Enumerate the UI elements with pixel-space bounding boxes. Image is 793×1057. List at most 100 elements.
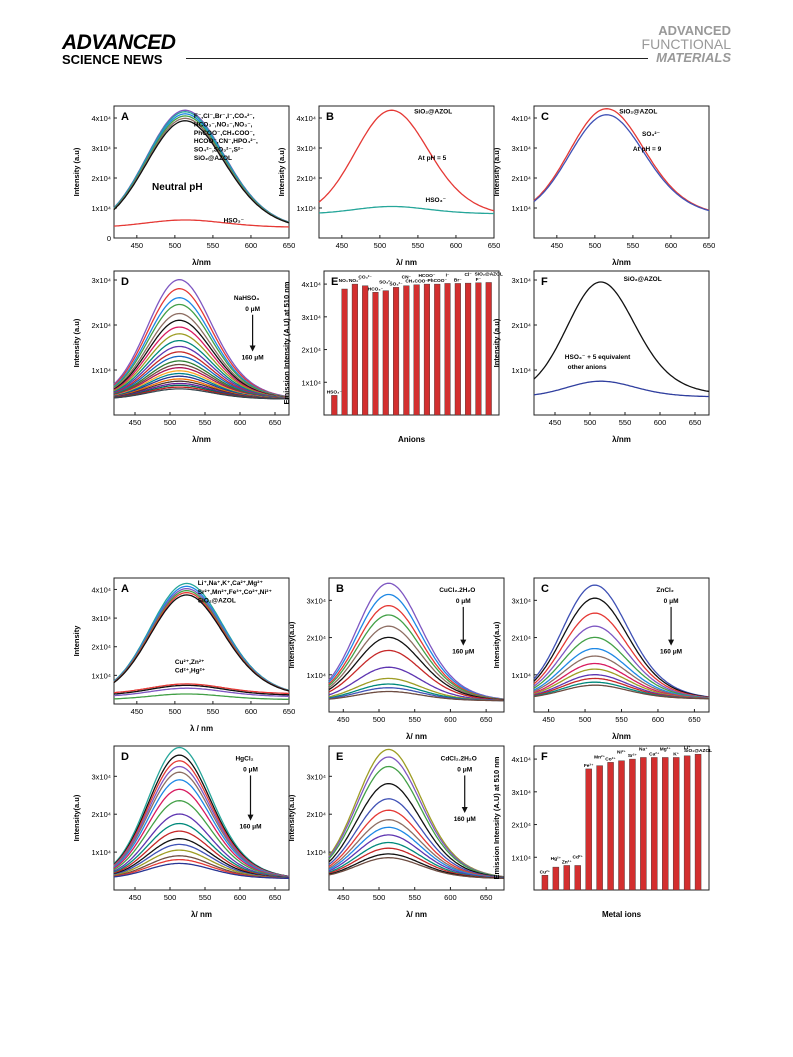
series-line — [533, 636, 710, 699]
y-axis-label: Intensity(a.u) — [72, 794, 81, 841]
bar — [574, 865, 581, 891]
x-tick-label: 550 — [408, 893, 421, 902]
x-tick-label: 600 — [444, 893, 457, 902]
plot-frame — [113, 270, 290, 416]
y-tick-label: 1x10⁴ — [307, 671, 327, 680]
bar-category-label: SO₄²⁻ — [379, 280, 393, 286]
x-tick-label: 450 — [337, 715, 350, 724]
series-line — [328, 593, 504, 700]
x-tick-label: 550 — [412, 241, 425, 250]
bar — [444, 283, 451, 416]
y-tick-label: 2x10⁴ — [307, 634, 327, 643]
y-axis-label: Intensity(a.u) — [287, 794, 296, 841]
x-tick-label: 500 — [373, 715, 386, 724]
y-tick-label: 1x10⁴ — [92, 848, 112, 857]
end-concentration-label: 160 μM — [454, 816, 476, 823]
annotation: SiO₂@AZOL — [619, 109, 657, 116]
series-line — [113, 120, 290, 224]
plot-frame — [318, 105, 495, 239]
bar — [351, 283, 358, 416]
y-tick-label: 3x10⁴ — [92, 144, 112, 153]
annotation: SiO₂@AZOL — [198, 597, 236, 604]
titrant-label: NaHSO₃ — [234, 295, 259, 302]
y-tick-label: 2x10⁴ — [302, 346, 322, 355]
series-line — [113, 862, 289, 879]
y-tick-label: 1x10⁴ — [512, 671, 532, 680]
bar-category-label: Co²⁺ — [605, 756, 616, 762]
y-tick-label: 1x10⁴ — [92, 366, 112, 375]
bar — [629, 758, 636, 891]
series-line — [113, 800, 290, 878]
x-tick-label: 650 — [480, 893, 493, 902]
panel-letter: B — [336, 583, 344, 595]
panel-letter: A — [121, 583, 129, 595]
series-line — [113, 591, 290, 692]
start-concentration-label: 0 μM — [664, 598, 679, 605]
panel-letter: F — [541, 276, 548, 288]
series-line — [113, 303, 290, 398]
series-line — [318, 205, 495, 215]
series-line — [113, 754, 290, 877]
chart-fig1-C: 1x10⁴ 2x10⁴ 3x10⁴ 4x10⁴ Intensity (a.u) λ/nm C… — [492, 105, 715, 267]
annotation: SO₃²⁻ — [642, 131, 660, 138]
plot-frame — [328, 577, 505, 713]
bar-category-label: Ca²⁺ — [649, 751, 660, 757]
annotation: HSO₃⁻ + 5 equivalent — [565, 354, 631, 361]
x-tick-label: 600 — [234, 418, 247, 427]
series-line — [318, 109, 495, 212]
x-axis-label: λ/nm — [612, 732, 631, 741]
series-line — [113, 684, 289, 696]
y-axis-label: Intensity (a.u) — [72, 147, 81, 196]
y-tick-label: 1x10⁴ — [512, 204, 532, 213]
arrow-head-icon — [247, 814, 254, 821]
x-axis-label: λ/nm — [192, 258, 211, 267]
plot-frame — [533, 270, 710, 416]
x-tick-label: 500 — [164, 893, 177, 902]
plot-frame — [323, 270, 500, 416]
x-axis-label: λ/ nm — [406, 732, 427, 741]
x-tick-label: 600 — [245, 241, 258, 250]
arrow-head-icon — [249, 345, 256, 352]
y-axis-label: Intensity(a.u) — [492, 621, 501, 668]
x-tick-label: 600 — [652, 715, 665, 724]
x-tick-label: 600 — [444, 715, 457, 724]
bar-category-label: Ni²⁺ — [617, 750, 626, 756]
panel-letter: D — [121, 276, 129, 288]
y-tick-label: 2x10⁴ — [297, 174, 317, 183]
bar-category-label: K⁺ — [673, 751, 679, 757]
titrant-label: CuCl₂.2H₂O — [439, 587, 475, 594]
annotation: SO₄²⁻,SO₃²⁻,S²⁻ — [194, 147, 244, 154]
x-tick-label: 550 — [207, 707, 220, 716]
x-tick-label: 450 — [551, 241, 564, 250]
bar-category-label: SO₃²⁻ — [389, 281, 403, 287]
x-tick-label: 500 — [169, 707, 182, 716]
bar — [596, 765, 603, 891]
bar — [683, 755, 691, 891]
journal-logo-line3: MATERIALS — [656, 50, 731, 65]
x-axis-label: Metal ions — [602, 910, 642, 919]
panel-letter: E — [331, 276, 338, 288]
chart-fig1-B: 1x10⁴ 2x10⁴ 3x10⁴ 4x10⁴ Intensity (a.u) λ/ nm… — [277, 105, 500, 267]
annotation: PhCOO⁻,CH₃COO⁻, — [194, 130, 255, 137]
bar-category-label: CO₃²⁻ — [358, 275, 372, 281]
x-tick-label: 550 — [615, 715, 628, 724]
y-axis-label: Intensity (a.u) — [72, 318, 81, 367]
bar — [607, 762, 614, 891]
x-tick-label: 600 — [450, 241, 463, 250]
series-line — [113, 333, 290, 399]
x-tick-label: 650 — [688, 715, 701, 724]
annotation: SiO₂@AZOL — [624, 276, 662, 283]
bar — [393, 287, 400, 416]
bar-category-label: NO₂⁻ — [349, 278, 361, 284]
annotation: HCO₃⁻,NO₂⁻,NO₃⁻, — [194, 121, 253, 128]
bar — [331, 395, 338, 416]
start-concentration-label: 0 μM — [243, 766, 258, 773]
y-axis-label: Intensity(a.u) — [287, 621, 296, 668]
y-tick-label: 1x10⁴ — [302, 378, 322, 387]
annotation: Cd²⁺,Hg²⁺ — [175, 668, 205, 675]
y-tick-label: 4x10⁴ — [92, 585, 112, 594]
annotation: SiO₂@AZOL — [194, 155, 232, 162]
x-tick-label: 550 — [627, 241, 640, 250]
annotation: Cu²⁺,Zn²⁺ — [175, 659, 205, 666]
